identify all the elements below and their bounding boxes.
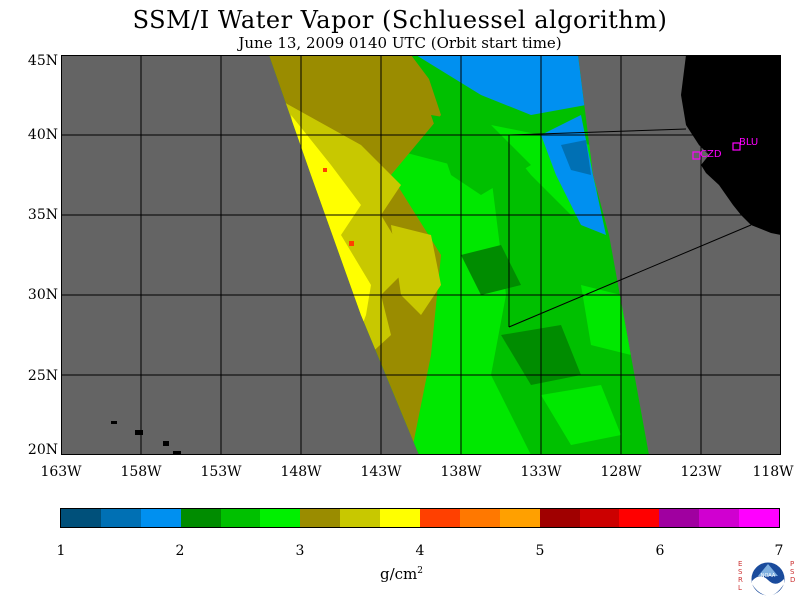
station-czd-label: CZD: [700, 149, 722, 160]
colorbar-swatch: [459, 509, 500, 527]
lon-label-123w: 123W: [680, 464, 722, 480]
station-blu-marker: [732, 142, 741, 151]
colorbar-swatch: [380, 509, 421, 527]
colorbar-tick-7: 7: [774, 543, 784, 559]
map-frame: [61, 55, 781, 455]
lon-label-118w: 118W: [752, 464, 794, 480]
colorbar-swatch: [260, 509, 301, 527]
svg-text:NOAA: NOAA: [761, 573, 776, 579]
lon-label-163w: 163W: [40, 464, 82, 480]
station-markers: CZD BLU: [692, 137, 758, 160]
lon-label-158w: 158W: [120, 464, 162, 480]
water-vapor-map: CZD BLU: [61, 55, 781, 455]
colorbar-swatch: [619, 509, 660, 527]
station-czd-marker: [692, 151, 701, 160]
lat-label-45n: 45N: [27, 53, 58, 69]
colorbar-swatch: [579, 509, 620, 527]
map-subtitle: June 13, 2009 0140 UTC (Orbit start time…: [238, 34, 562, 52]
colorbar-swatch: [499, 509, 540, 527]
colorbar-swatch: [420, 509, 460, 527]
land-mass: [681, 55, 781, 235]
lon-label-148w: 148W: [280, 464, 322, 480]
colorbar-tick-2: 2: [175, 543, 185, 559]
colorbar-tick-4: 4: [415, 543, 425, 559]
noaa-emblem-icon: NOAA: [750, 561, 786, 597]
colorbar-tick-5: 5: [535, 543, 545, 559]
colorbar: [60, 508, 780, 528]
colorbar-swatch: [140, 509, 181, 527]
colorbar-swatch: [739, 509, 780, 527]
lat-label-35n: 35N: [27, 207, 58, 223]
colorbar-swatch: [539, 509, 580, 527]
station-blu-label: BLU: [739, 137, 758, 148]
colorbar-tick-6: 6: [655, 543, 665, 559]
colorbar-tick-1: 1: [56, 543, 66, 559]
colorbar-swatch: [659, 509, 700, 527]
colorbar-swatch: [220, 509, 261, 527]
colorbar-unit: g/cm2: [380, 565, 424, 583]
analysis-box: [508, 128, 752, 328]
colorbar-swatch: [180, 509, 221, 527]
colorbar-swatch: [699, 509, 740, 527]
lon-label-153w: 153W: [200, 464, 242, 480]
lat-label-40n: 40N: [27, 127, 58, 143]
lon-label-128w: 128W: [600, 464, 642, 480]
lat-label-25n: 25N: [27, 368, 58, 384]
lon-label-143w: 143W: [360, 464, 402, 480]
colorbar-tick-3: 3: [295, 543, 305, 559]
lon-label-138w: 138W: [440, 464, 482, 480]
colorbar-swatch: [100, 509, 141, 527]
lon-label-133w: 133W: [520, 464, 562, 480]
lat-label-20n: 20N: [27, 442, 58, 458]
grid-lines: [61, 55, 781, 455]
colorbar-swatch: [61, 509, 101, 527]
colorbar-swatch: [300, 509, 341, 527]
map-title: SSM/I Water Vapor (Schluessel algorithm): [132, 6, 668, 34]
colorbar-swatch: [340, 509, 381, 527]
lat-label-30n: 30N: [27, 287, 58, 303]
